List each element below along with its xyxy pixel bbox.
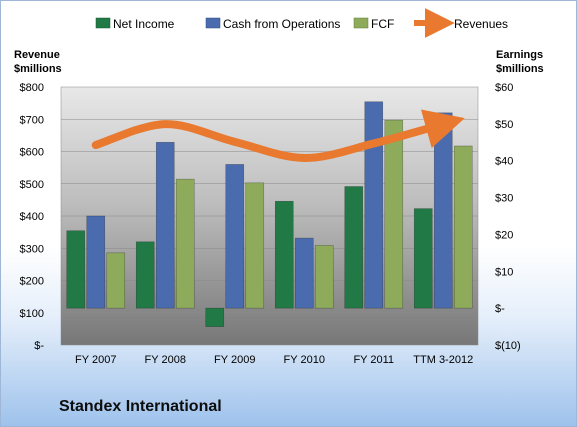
- bar-fcf: [314, 245, 334, 309]
- right-tick-label: $50: [495, 119, 513, 131]
- gridlines: [61, 118, 478, 314]
- right-tick-label: $30: [495, 193, 513, 205]
- right-axis-title-line2: $millions: [496, 63, 544, 75]
- revenues-line-path: [91, 109, 465, 162]
- right-tick-label: $40: [495, 156, 513, 168]
- right-axis-title-line1: Earnings: [496, 49, 543, 61]
- bars: [66, 101, 473, 327]
- bar-fcf: [384, 119, 404, 309]
- left-tick-label: $300: [20, 243, 44, 255]
- right-axis-ticks: $(10) $- $10 $20 $30 $40 $50 $60: [495, 82, 521, 352]
- left-tick-label: $200: [20, 276, 44, 288]
- bar-cash-from-operations: [364, 101, 384, 309]
- bar-fcf: [175, 178, 195, 309]
- revenue-line: [91, 109, 465, 162]
- x-axis-ticks: FY 2007 FY 2008 FY 2009 FY 2010 FY 2011 TTM 3…: [75, 354, 473, 366]
- x-tick-label: FY 2007: [75, 354, 116, 366]
- company-name: Standex International: [59, 398, 222, 415]
- bar-fcf: [245, 182, 265, 309]
- legend-item-net-income: Net Income: [95, 17, 175, 31]
- left-tick-label: $500: [20, 179, 44, 191]
- bar-net-income: [274, 200, 294, 309]
- legend-swatch-cash-from-operations: [205, 17, 221, 29]
- bar-net-income: [413, 208, 433, 309]
- bar-fcf: [453, 145, 473, 309]
- right-tick-label: $10: [495, 266, 513, 278]
- legend-label-cash-from-operations: Cash from Operations: [223, 17, 340, 31]
- bar-cash-from-operations: [155, 141, 175, 309]
- bar-net-income: [135, 241, 155, 309]
- legend-swatch-fcf: [353, 17, 369, 29]
- right-tick-label: $-: [495, 303, 505, 315]
- left-tick-label: $800: [20, 82, 44, 94]
- legend-label-revenues: Revenues: [454, 17, 508, 31]
- left-tick-label: $600: [20, 147, 44, 159]
- right-tick-label: $(10): [495, 340, 521, 352]
- bar-net-income: [66, 230, 86, 309]
- right-tick-label: $60: [495, 82, 513, 94]
- bar-net-income: [344, 186, 364, 309]
- left-axis-title-line1: Revenue: [14, 49, 60, 61]
- bar-fcf: [106, 252, 126, 309]
- bar-cash-from-operations: [225, 164, 245, 309]
- bar-cash-from-operations: [294, 237, 314, 309]
- bar-cash-from-operations: [86, 215, 106, 309]
- legend-item-revenues: Revenues: [414, 8, 508, 38]
- legend-item-cash-from-operations: Cash from Operations: [205, 17, 340, 31]
- x-tick-label: FY 2009: [214, 354, 255, 366]
- bar-net-income: [205, 307, 225, 327]
- legend: Net Income Cash from Operations FCF Reve…: [95, 8, 508, 38]
- left-tick-label: $-: [34, 340, 44, 352]
- x-tick-label: FY 2008: [145, 354, 186, 366]
- legend-swatch-net-income: [95, 17, 111, 29]
- right-tick-label: $20: [495, 229, 513, 241]
- legend-label-fcf: FCF: [371, 17, 394, 31]
- left-tick-label: $100: [20, 308, 44, 320]
- left-tick-label: $700: [20, 114, 44, 126]
- x-tick-label: TTM 3-2012: [413, 354, 473, 366]
- left-axis-ticks: $- $100 $200 $300 $400 $500 $600 $700 $800: [20, 82, 45, 352]
- legend-label-net-income: Net Income: [113, 17, 175, 31]
- bar-cash-from-operations: [433, 112, 453, 309]
- left-axis-title-line2: $millions: [14, 63, 62, 75]
- x-tick-label: FY 2011: [353, 354, 394, 366]
- x-tick-label: FY 2010: [284, 354, 325, 366]
- left-tick-label: $400: [20, 211, 44, 223]
- legend-item-fcf: FCF: [353, 17, 394, 31]
